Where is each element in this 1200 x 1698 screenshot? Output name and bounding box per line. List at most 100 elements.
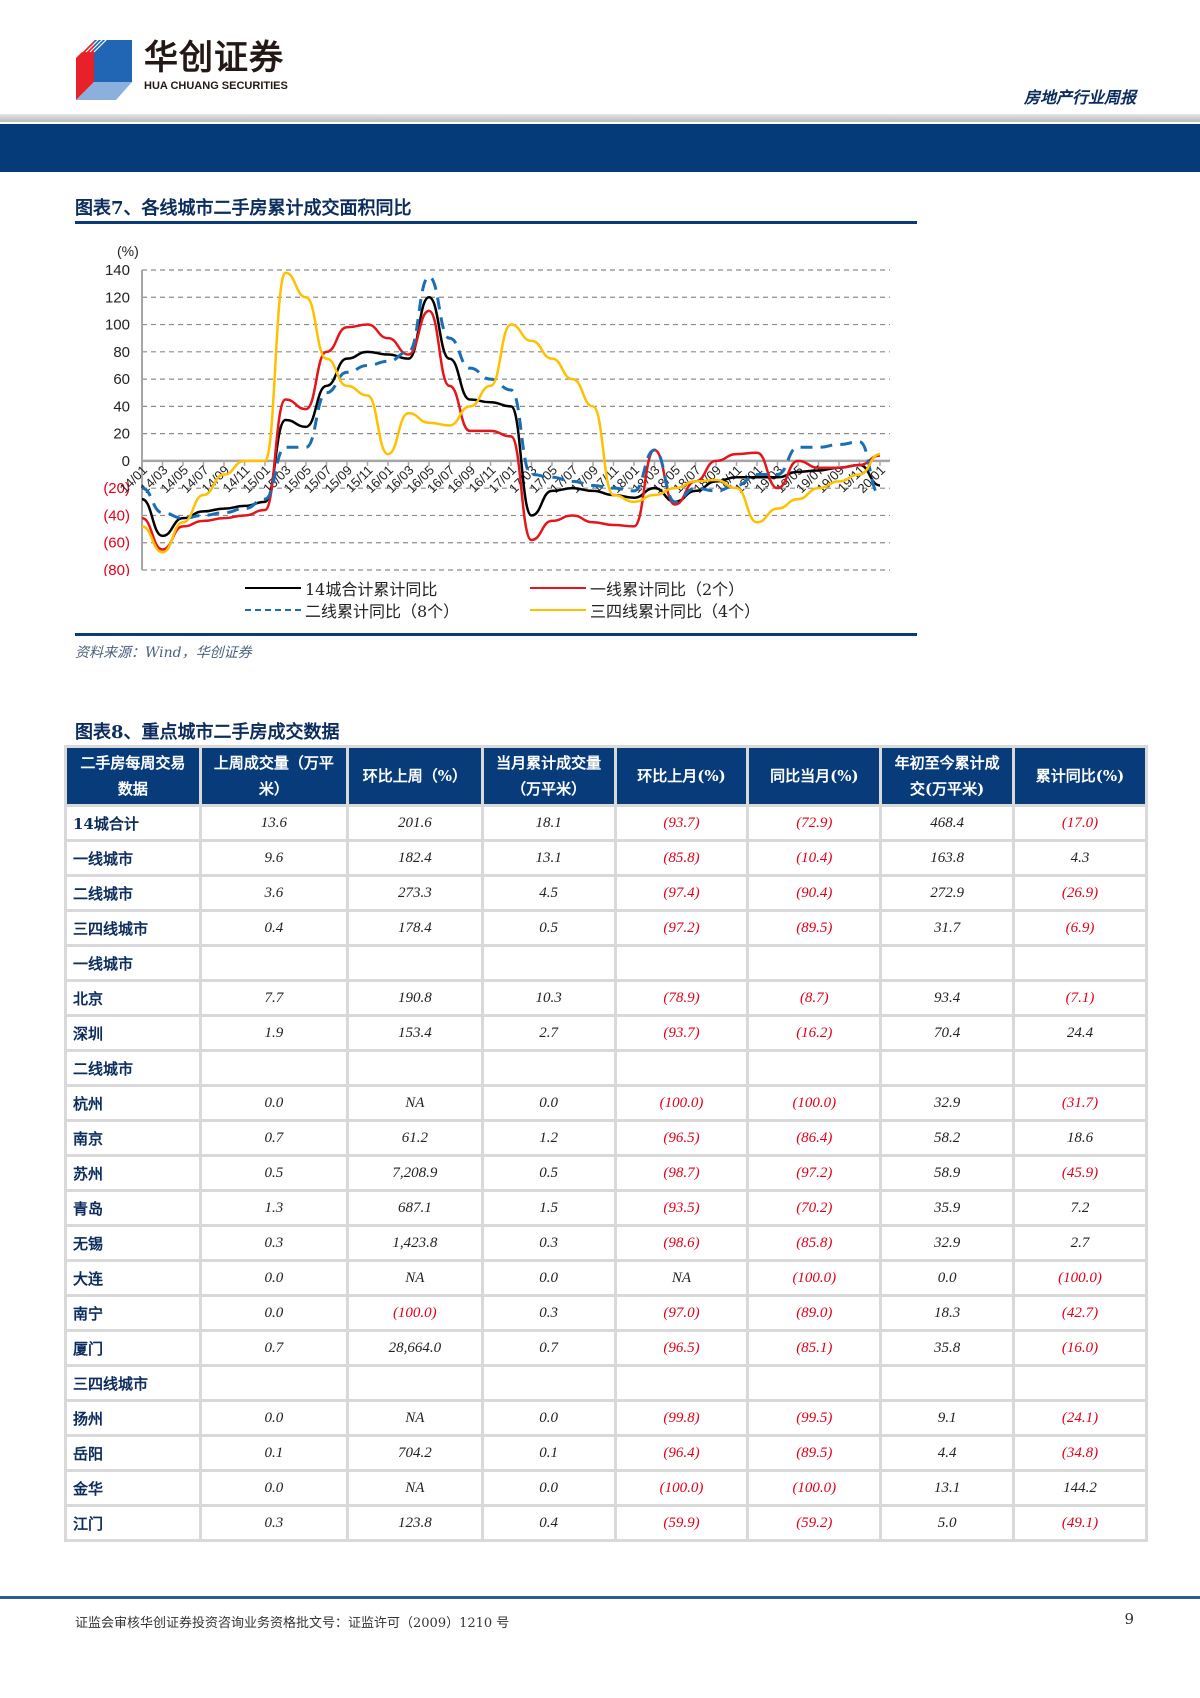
table-cell: 1.9 [201, 1017, 346, 1049]
logo-cube-icon [76, 38, 132, 100]
table-cell: 272.9 [882, 877, 1013, 909]
table-row: 无锡 0.3 1,423.8 0.3 (98.6) (85.8) 32.9 2.7 [67, 1227, 1145, 1259]
table-cell: 163.8 [882, 842, 1013, 874]
table-cell: 190.8 [348, 982, 481, 1014]
table-cell: 0.0 [483, 1402, 614, 1434]
table-cell: 13.1 [483, 842, 614, 874]
table-cell: 32.9 [882, 1087, 1013, 1119]
table-row: 青岛 1.3 687.1 1.5 (93.5) (70.2) 35.9 7.2 [67, 1192, 1145, 1224]
row-label: 14城合计 [67, 807, 199, 839]
footer-license-text: 证监会审核华创证券投资咨询业务资格批文号：证监许可（2009）1210 号 [75, 1616, 510, 1631]
column-header: 当月累计成交量（万平米） [483, 748, 614, 804]
table-cell [201, 947, 346, 979]
table-cell: (59.2) [749, 1507, 880, 1539]
table-cell: (97.0) [616, 1297, 747, 1329]
table-cell: (98.6) [616, 1227, 747, 1259]
table-row: 三四线城市 0.4 178.4 0.5 (97.2) (89.5) 31.7 (6.9) [67, 912, 1145, 944]
row-label: 大连 [67, 1262, 199, 1294]
table-cell: 31.7 [882, 912, 1013, 944]
row-label: 一线城市 [67, 947, 199, 979]
table-cell: 1.5 [483, 1192, 614, 1224]
table-cell: 58.9 [882, 1157, 1013, 1189]
table-cell [483, 947, 614, 979]
table-cell: 13.1 [882, 1472, 1013, 1504]
table-cell: (99.8) [616, 1402, 747, 1434]
table-cell: NA [348, 1402, 481, 1434]
figure7-bottom-rule [75, 633, 917, 636]
table-cell [616, 947, 747, 979]
table-cell: 0.0 [483, 1472, 614, 1504]
column-header: 环比上周（%） [348, 748, 481, 804]
row-label: 厦门 [67, 1332, 199, 1364]
table-cell: 0.0 [882, 1262, 1013, 1294]
table-cell: 7.2 [1015, 1192, 1145, 1224]
table-cell: 58.2 [882, 1122, 1013, 1154]
row-label: 一线城市 [67, 842, 199, 874]
table-cell: (31.7) [1015, 1087, 1145, 1119]
table-row: 北京 7.7 190.8 10.3 (78.9) (8.7) 93.4 (7.1) [67, 982, 1145, 1014]
table-cell: (16.2) [749, 1017, 880, 1049]
table-cell [616, 1052, 747, 1084]
table-cell: 0.0 [201, 1297, 346, 1329]
table-cell: 0.0 [483, 1262, 614, 1294]
table-cell: (45.9) [1015, 1157, 1145, 1189]
table-cell: 7.7 [201, 982, 346, 1014]
table-cell: 2.7 [1015, 1227, 1145, 1259]
table-cell: (97.2) [616, 912, 747, 944]
table-cell: 182.4 [348, 842, 481, 874]
table-cell: (6.9) [1015, 912, 1145, 944]
table-cell: 2.7 [483, 1017, 614, 1049]
figure7-source: 资料来源：Wind，华创证券 [75, 645, 252, 661]
table-cell: 9.1 [882, 1402, 1013, 1434]
legend-swatch-blue-dashed [245, 609, 301, 611]
table-row: 岳阳 0.1 704.2 0.1 (96.4) (89.5) 4.4 (34.8) [67, 1437, 1145, 1469]
table-cell: 28,664.0 [348, 1332, 481, 1364]
table-cell: (85.8) [749, 1227, 880, 1259]
table-cell: (100.0) [616, 1087, 747, 1119]
table-cell: (7.1) [1015, 982, 1145, 1014]
table-row: 南宁 0.0 (100.0) 0.3 (97.0) (89.0) 18.3 (42.7) [67, 1297, 1145, 1329]
row-label: 青岛 [67, 1192, 199, 1224]
table-cell: (100.0) [749, 1472, 880, 1504]
table-cell: (49.1) [1015, 1507, 1145, 1539]
table-cell: 178.4 [348, 912, 481, 944]
logo-english-name: HUA CHUANG SECURITIES [144, 80, 288, 92]
legend-item-tier1: 一线累计同比（2个） [530, 576, 744, 600]
footer-divider [0, 1596, 1200, 1599]
table-cell: NA [348, 1087, 481, 1119]
header-band [0, 124, 1200, 172]
table-row: 杭州 0.0 NA 0.0 (100.0) (100.0) 32.9 (31.7) [67, 1087, 1145, 1119]
table-cell: 18.3 [882, 1297, 1013, 1329]
row-label: 三四线城市 [67, 1367, 199, 1399]
table-cell: 687.1 [348, 1192, 481, 1224]
table-cell: (70.2) [749, 1192, 880, 1224]
table-cell: 123.8 [348, 1507, 481, 1539]
table-cell: 0.0 [201, 1087, 346, 1119]
table-cell: 1,423.8 [348, 1227, 481, 1259]
series-line-3 [141, 271, 881, 554]
series-line-1 [141, 309, 881, 551]
table-cell: 0.3 [201, 1227, 346, 1259]
column-header: 累计同比(%) [1015, 748, 1145, 804]
column-header: 二手房每周交易数据 [67, 748, 199, 804]
y-tick-label: 140 [105, 262, 130, 279]
table-cell: (90.4) [749, 877, 880, 909]
y-tick-label: 40 [113, 398, 130, 415]
column-header: 上周成交量（万平米） [201, 748, 346, 804]
table-cell: 1.2 [483, 1122, 614, 1154]
table-cell: (89.5) [749, 912, 880, 944]
table-cell [483, 1052, 614, 1084]
row-label: 无锡 [67, 1227, 199, 1259]
table-cell: 1.3 [201, 1192, 346, 1224]
y-tick-label: 20 [113, 426, 130, 443]
table-cell: 0.3 [483, 1227, 614, 1259]
report-type-label: 房地产行业周报 [1023, 88, 1136, 107]
table-cell: (24.1) [1015, 1402, 1145, 1434]
column-header: 环比上月(%) [616, 748, 747, 804]
table-row: 二线城市 [67, 1052, 1145, 1084]
legend-item-total: 14城合计累计同比 [245, 576, 437, 600]
table-row: 苏州 0.5 7,208.9 0.5 (98.7) (97.2) 58.9 (45.9) [67, 1157, 1145, 1189]
table-cell [1015, 947, 1145, 979]
table-cell: 0.4 [483, 1507, 614, 1539]
table-cell: (100.0) [749, 1087, 880, 1119]
